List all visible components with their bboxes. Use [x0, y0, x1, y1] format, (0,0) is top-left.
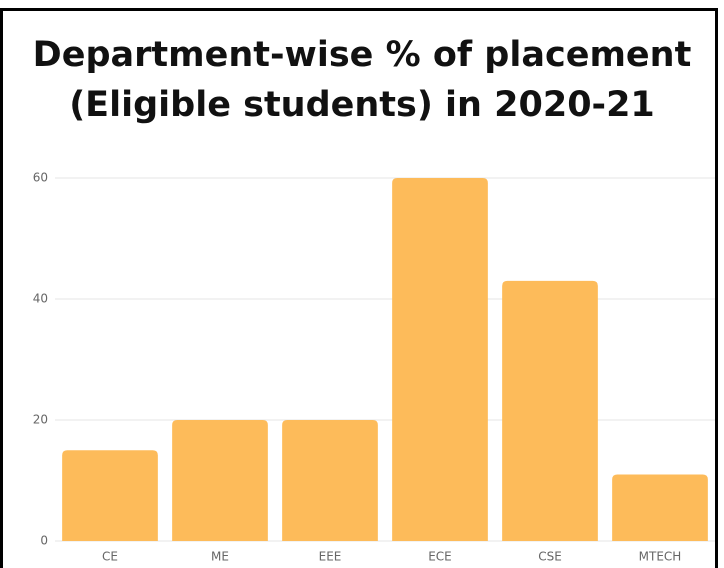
bar [282, 420, 378, 541]
x-tick-label: EEE [319, 550, 342, 564]
x-tick-label: CSE [538, 550, 562, 564]
bar [392, 178, 488, 541]
y-tick-label: 40 [33, 292, 48, 306]
x-tick-label: ME [211, 550, 229, 564]
bar [612, 474, 708, 541]
x-tick-label: CE [102, 550, 118, 564]
bar [502, 280, 598, 541]
x-tick-label: ECE [428, 550, 452, 564]
y-tick-label: 0 [40, 534, 48, 548]
y-tick-label: 60 [33, 171, 48, 185]
y-tick-label: 20 [33, 413, 48, 427]
frame [0, 8, 718, 568]
bar [172, 420, 268, 541]
bar [62, 450, 158, 541]
chart-title: Department-wise % of placement (Eligible… [32, 35, 692, 125]
x-tick-label: MTECH [639, 550, 682, 564]
